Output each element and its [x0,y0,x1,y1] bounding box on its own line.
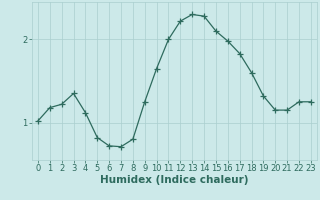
X-axis label: Humidex (Indice chaleur): Humidex (Indice chaleur) [100,175,249,185]
